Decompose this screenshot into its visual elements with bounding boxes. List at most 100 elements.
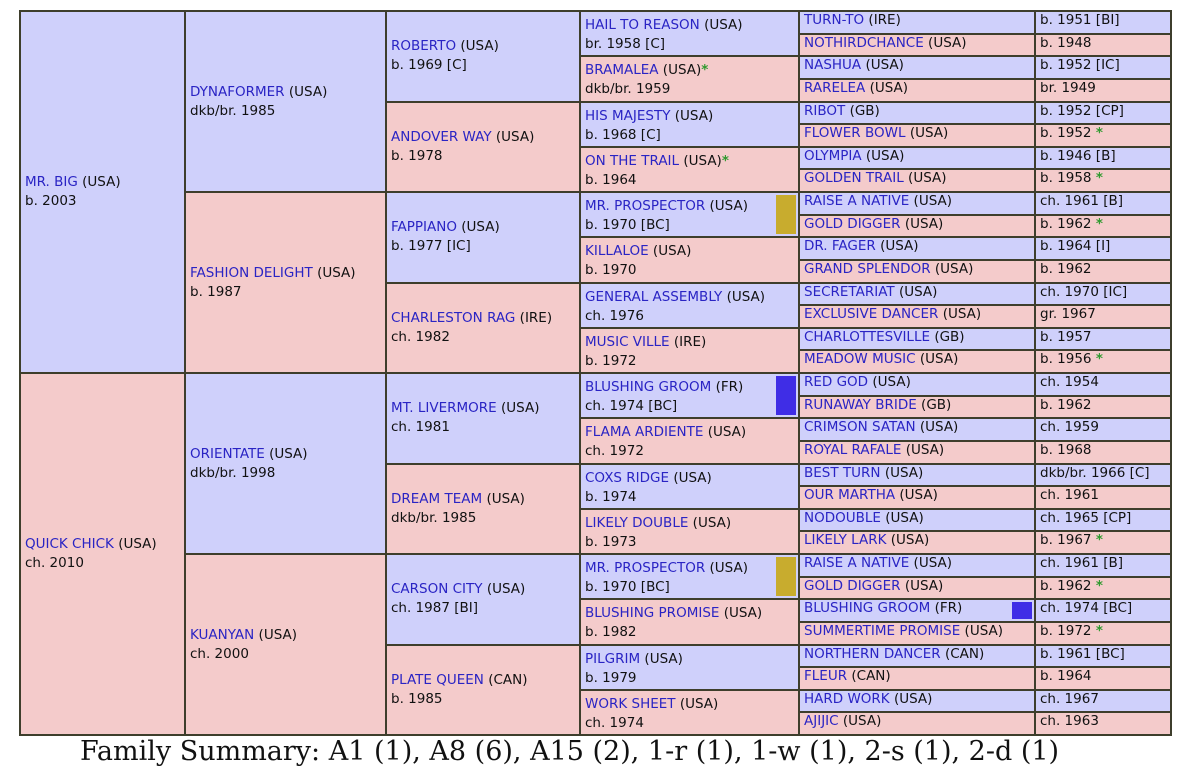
horse-name-link[interactable]: EXCLUSIVE DANCER bbox=[804, 306, 939, 323]
horse-name-link[interactable]: HARD WORK bbox=[804, 690, 890, 707]
gen5-birth-cell: ch. 1965 [CP] bbox=[1034, 507, 1172, 533]
horse-name-link[interactable]: GOLDEN TRAIL bbox=[804, 170, 904, 187]
horse-name-link[interactable]: CHARLESTON RAG bbox=[391, 309, 516, 326]
horse-name-link[interactable]: KUANYAN bbox=[190, 626, 255, 643]
horse-name-link[interactable]: RED GOD bbox=[804, 374, 869, 390]
horse-name-link[interactable]: ON THE TRAIL bbox=[585, 152, 680, 169]
country-code: (USA) bbox=[709, 198, 748, 214]
horse-name-link[interactable]: PLATE QUEEN bbox=[391, 671, 484, 688]
horse-name-link[interactable]: KILLALOE bbox=[585, 243, 649, 260]
country-code: (USA) bbox=[269, 445, 308, 462]
horse-name-link[interactable]: GRAND SPLENDOR bbox=[804, 260, 931, 277]
horse-name-link[interactable]: HAIL TO REASON bbox=[585, 17, 700, 33]
horse-name-link[interactable]: PILGRIM bbox=[585, 650, 641, 667]
horse-name-link[interactable]: FLEUR bbox=[804, 668, 848, 685]
horse-name-link[interactable]: MR. PROSPECTOR bbox=[585, 198, 706, 214]
horse-name-link[interactable]: MEADOW MUSIC bbox=[804, 351, 916, 368]
birth-info: ch. 1965 [CP] bbox=[1040, 509, 1132, 526]
horse-name-link[interactable]: FLAMA ARDIENTE bbox=[585, 424, 704, 441]
gen5-name-cell: GOLD DIGGER (USA) bbox=[798, 575, 1036, 601]
horse-name-link[interactable]: RAISE A NATIVE bbox=[804, 555, 910, 571]
horse-name-link[interactable]: NORTHERN DANCER bbox=[804, 645, 941, 662]
gen5-birth-cell: ch. 1967 bbox=[1034, 688, 1172, 714]
horse-name-link[interactable]: CRIMSON SATAN bbox=[804, 419, 916, 436]
country-code: (USA) bbox=[869, 79, 909, 96]
horse-name-link[interactable]: RIBOT bbox=[804, 102, 846, 119]
gen5-name-cell: HARD WORK (USA) bbox=[798, 688, 1036, 714]
gen1-sire-cell: MR. BIG (USA) b. 2003 bbox=[19, 10, 186, 374]
horse-name-link[interactable]: GOLD DIGGER bbox=[804, 577, 901, 594]
horse-name-link[interactable]: DREAM TEAM bbox=[391, 490, 483, 507]
gen5-name-cell: FLEUR (CAN) bbox=[798, 666, 1036, 691]
horse-name-link[interactable]: ROYAL RAFALE bbox=[804, 441, 902, 458]
gen5-name-cell: NORTHERN DANCER (CAN) bbox=[798, 643, 1036, 669]
horse-name-link[interactable]: COXS RIDGE bbox=[585, 469, 670, 486]
gen5-birth-cell: b. 1964 [I] bbox=[1034, 236, 1172, 261]
horse-name-link[interactable]: FASHION DELIGHT bbox=[190, 264, 313, 281]
gen5-birth-cell: ch. 1970 [IC] bbox=[1034, 281, 1172, 307]
birth-info: b. 1962 bbox=[1040, 260, 1092, 277]
horse-name-link[interactable]: WORK SHEET bbox=[585, 695, 676, 712]
birth-info: b. 1967 bbox=[1040, 532, 1092, 549]
country-code: (USA) bbox=[692, 514, 732, 531]
birth-info: b. 1952 [CP] bbox=[1040, 102, 1124, 119]
horse-name-link[interactable]: MR. BIG bbox=[25, 174, 78, 190]
horse-name-link[interactable]: MT. LIVERMORE bbox=[391, 400, 497, 417]
horse-name-link[interactable]: DR. FAGER bbox=[804, 238, 876, 255]
horse-name-link[interactable]: FAPPIANO bbox=[391, 219, 457, 236]
horse-name-link[interactable]: SECRETARIAT bbox=[804, 283, 895, 300]
horse-name-link[interactable]: QUICK CHICK bbox=[25, 536, 114, 552]
horse-name-link[interactable]: ORIENTATE bbox=[190, 445, 265, 462]
birth-info: b. 1961 [BC] bbox=[1040, 645, 1125, 662]
horse-name-link[interactable]: LIKELY LARK bbox=[804, 532, 887, 549]
horse-name-link[interactable]: NASHUA bbox=[804, 57, 862, 74]
horse-name-link[interactable]: BEST TURN bbox=[804, 464, 881, 481]
birth-info: dkb/br. 1959 bbox=[585, 81, 671, 98]
horse-name-link[interactable]: LIKELY DOUBLE bbox=[585, 514, 689, 531]
horse-name-link[interactable]: BLUSHING GROOM bbox=[585, 379, 712, 395]
horse-name-link[interactable]: DYNAFORMER bbox=[190, 83, 285, 100]
birth-info: b. 1952 [IC] bbox=[1040, 57, 1120, 74]
horse-name-link[interactable]: RARELEA bbox=[804, 79, 866, 96]
horse-name-link[interactable]: CARSON CITY bbox=[391, 581, 483, 598]
country-code: (CAN) bbox=[944, 645, 985, 662]
country-code: (USA) bbox=[872, 374, 911, 390]
horse-name-link[interactable]: MUSIC VILLE bbox=[585, 333, 670, 350]
horse-name-link[interactable]: AJIJIC bbox=[804, 713, 839, 730]
country-code: (USA) bbox=[908, 170, 947, 187]
gen3-name-line: FAPPIANO (USA) bbox=[391, 218, 575, 237]
horse-name-link[interactable]: GOLD DIGGER bbox=[804, 215, 901, 232]
horse-name-link[interactable]: FLOWER BOWL bbox=[804, 125, 906, 142]
gen3-cell: ANDOVER WAY (USA) b. 1978 bbox=[385, 100, 581, 193]
horse-name-link[interactable]: ROBERTO bbox=[391, 38, 457, 55]
horse-name-link[interactable]: BRAMALEA bbox=[585, 62, 659, 79]
horse-name-link[interactable]: NOTHIRDCHANCE bbox=[804, 34, 924, 51]
horse-name-link[interactable]: BLUSHING GROOM bbox=[804, 600, 931, 617]
gen5-name-cell: TURN-TO (IRE) bbox=[798, 10, 1036, 35]
country-code: (USA) bbox=[662, 62, 702, 79]
gen5-name-cell: LIKELY LARK (USA) bbox=[798, 530, 1036, 555]
horse-name-link[interactable]: NODOUBLE bbox=[804, 509, 881, 526]
horse-name-link[interactable]: BLUSHING PROMISE bbox=[585, 605, 720, 622]
horse-name-link[interactable]: TURN-TO bbox=[804, 12, 865, 28]
birth-info: b. 1964 [I] bbox=[1040, 238, 1111, 255]
gen3-cell: PLATE QUEEN (CAN) b. 1985 bbox=[385, 643, 581, 736]
country-code: (FR) bbox=[715, 379, 744, 395]
gen3-name-line: DREAM TEAM (USA) bbox=[391, 490, 575, 509]
horse-name-link[interactable]: GENERAL ASSEMBLY bbox=[585, 288, 723, 305]
horse-name-link[interactable]: CHARLOTTESVILLE bbox=[804, 328, 931, 345]
gen2-name-line: DYNAFORMER (USA) bbox=[190, 83, 381, 102]
gen1-sire-name-line: MR. BIG (USA) bbox=[25, 173, 180, 192]
horse-name-link[interactable]: RAISE A NATIVE bbox=[804, 193, 910, 209]
birth-info: b. 1972 bbox=[1040, 622, 1092, 639]
gen5-birth-cell: b. 1948 bbox=[1034, 32, 1172, 58]
horse-name-link[interactable]: RUNAWAY BRIDE bbox=[804, 396, 917, 413]
horse-name-link[interactable]: OLYMPIA bbox=[804, 147, 862, 164]
horse-name-link[interactable]: HIS MAJESTY bbox=[585, 107, 671, 124]
horse-name-link[interactable]: MR. PROSPECTOR bbox=[585, 560, 706, 576]
country-code: (USA) bbox=[726, 288, 766, 305]
horse-name-link[interactable]: SUMMERTIME PROMISE bbox=[804, 622, 961, 639]
horse-name-link[interactable]: ANDOVER WAY bbox=[391, 128, 492, 145]
horse-name-link[interactable]: OUR MARTHA bbox=[804, 487, 896, 504]
country-code: (USA) bbox=[683, 152, 722, 169]
